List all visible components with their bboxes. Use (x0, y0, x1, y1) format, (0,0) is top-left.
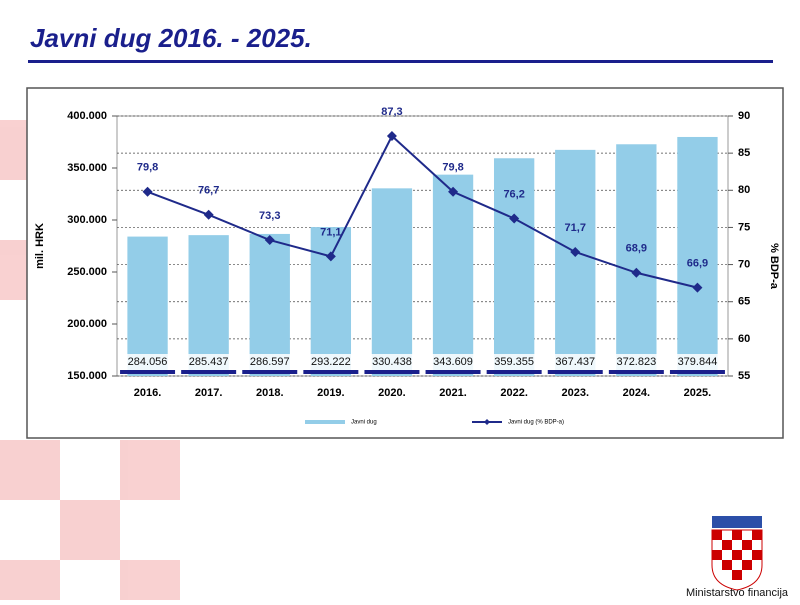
y2-tick-label: 70 (738, 258, 750, 270)
bar-label-underline (425, 370, 481, 374)
x-tick-label: 2018. (256, 387, 284, 399)
bar (616, 144, 657, 376)
y2-tick-label: 60 (738, 333, 750, 345)
bar (127, 236, 168, 376)
footer: Ministarstvo financija (686, 587, 789, 599)
bar-label-box (486, 354, 542, 370)
line-value-label: 76,7 (198, 185, 219, 197)
line-marker (570, 246, 581, 257)
bar-value-label: 359.355 (494, 356, 534, 368)
y-tick-label: 200.000 (67, 318, 107, 330)
bar-label-box (303, 354, 359, 370)
bar-value-label: 367.437 (555, 356, 595, 368)
bar-label-box (608, 354, 664, 370)
bar (493, 158, 535, 376)
x-tick-label: 2022. (500, 387, 528, 399)
coat-of-arms (711, 516, 763, 591)
x-tick-label: 2020. (378, 387, 406, 399)
y-tick-label: 150.000 (67, 370, 107, 382)
bar-value-label: 343.609 (433, 356, 473, 368)
line-value-label: 73,3 (259, 210, 280, 222)
y-tick-label: 400.000 (67, 110, 107, 122)
bar-value-label: 293.222 (311, 356, 351, 368)
bar-label-box (669, 354, 725, 370)
bar (310, 227, 352, 376)
line-marker (692, 282, 703, 293)
bar (677, 136, 718, 376)
bar-value-label: 284.056 (128, 356, 168, 368)
bar-value-label: 285.437 (189, 356, 229, 368)
x-tick-label: 2025. (684, 387, 712, 399)
x-tick-label: 2019. (317, 387, 345, 399)
line-marker (386, 131, 397, 142)
bar-label-box (242, 354, 298, 370)
line-marker (325, 251, 336, 262)
y-tick-label: 300.000 (67, 214, 107, 226)
line-marker (631, 267, 642, 278)
bar-label-underline (181, 370, 237, 374)
bar (555, 149, 596, 376)
line-value-label: 79,8 (137, 162, 158, 174)
bar-label-box (425, 354, 481, 370)
bar-label-box (547, 354, 603, 370)
x-tick-label: 2024. (623, 387, 651, 399)
line-value-label: 79,8 (442, 162, 463, 174)
bar-label-box (181, 354, 237, 370)
bar-label-underline (303, 370, 359, 374)
legend-label: Javni dug (% BDP-a) (508, 420, 564, 426)
y2-tick-label: 75 (738, 221, 750, 233)
bar-value-label: 330.438 (372, 356, 412, 368)
y-tick-label: 350.000 (67, 162, 107, 174)
bar (432, 174, 474, 376)
x-tick-label: 2017. (195, 387, 223, 399)
y-axis-label: mil. HRK (34, 223, 46, 269)
x-tick-label: 2016. (134, 387, 162, 399)
slide-title: Javni dug 2016. - 2025. (30, 23, 312, 53)
y2-tick-label: 80 (738, 184, 750, 196)
line-value-label: 76,2 (503, 188, 524, 200)
line (147, 134, 698, 289)
bar-label-box (120, 354, 176, 370)
bar-label-box (364, 354, 420, 370)
line-marker (509, 213, 520, 224)
legend-marker (484, 419, 490, 425)
line-value-label: 66,9 (687, 258, 708, 270)
y2-tick-label: 90 (738, 110, 750, 122)
bar (371, 188, 413, 376)
line-marker (203, 209, 214, 220)
title-rule (28, 60, 773, 63)
line-value-label: 87,3 (381, 106, 402, 118)
bar-value-label: 286.597 (250, 356, 290, 368)
line-marker (142, 186, 153, 197)
y2-tick-label: 65 (738, 296, 750, 308)
y2-tick-label: 55 (738, 370, 750, 382)
bar-label-underline (486, 370, 542, 374)
bar-label-underline (120, 370, 176, 374)
line-value-label: 68,9 (626, 243, 647, 255)
bar-value-label: 379.844 (678, 356, 718, 368)
legend-label: Javni dug (351, 420, 377, 426)
bar-label-underline (608, 370, 664, 374)
y2-tick-label: 85 (738, 147, 750, 159)
legend-swatch (305, 420, 345, 424)
x-tick-label: 2021. (439, 387, 467, 399)
bar (249, 233, 290, 376)
line-marker (448, 186, 459, 197)
line-marker (264, 235, 275, 246)
bar-label-underline (547, 370, 603, 374)
bar-label-underline (669, 370, 725, 374)
bar-value-label: 372.823 (616, 356, 656, 368)
line-value-label: 71,1 (320, 226, 341, 238)
bar (188, 235, 229, 376)
bar-label-underline (242, 370, 298, 374)
y2-axis-label: % BDP-a (768, 243, 780, 290)
bar-label-underline (364, 370, 420, 374)
x-tick-label: 2023. (561, 387, 589, 399)
line-value-label: 71,7 (565, 222, 586, 234)
y-tick-label: 250.000 (67, 266, 107, 278)
